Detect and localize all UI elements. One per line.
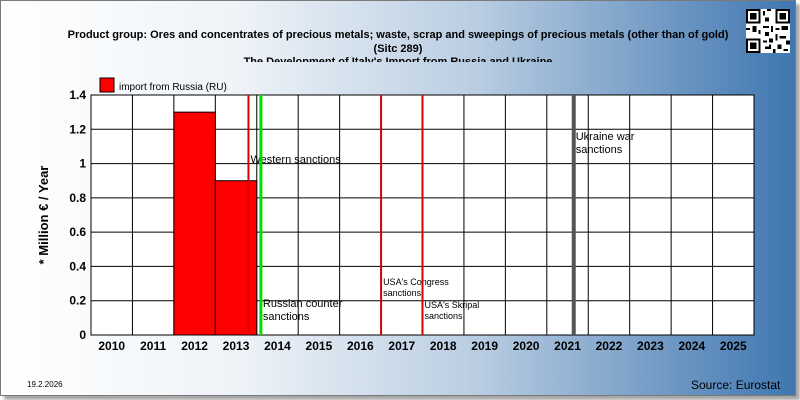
sanction-label-line: sanctions [425,311,464,321]
sanction-label: USA's Skripal sanctions [425,300,480,321]
y-axis-label: * Million € / Year [36,166,51,265]
x-tick-label: 2012 [181,339,208,353]
x-tick-label: 2015 [306,339,333,353]
source-label: Source: Eurostat [691,378,781,392]
sanction-label-line: USA's Skripal [425,300,480,310]
bars [173,111,258,336]
x-tick-label: 2019 [471,339,498,353]
x-axis-ticks: 2010 2011 2012 2013 2014 2015 2016 2017 2018 2019… [98,339,747,353]
x-tick-label: 2025 [720,339,747,353]
y-tick-label: 0.2 [69,294,86,308]
sanction-label-line: sanctions [576,144,623,156]
sanction-label-line: Western sanctions [250,154,341,166]
y-tick-label: 0 [79,328,86,342]
chart-subtitle: (Sitc 289) [373,43,423,55]
x-tick-label: 2022 [596,339,623,353]
y-axis-ticks: 0 0.2 0.4 0.6 0.8 1 1.2 1.4 [69,88,86,342]
y-tick-label: 0.4 [69,259,86,273]
bar-2013 [214,180,258,336]
sanction-label-line: Ukraine war [576,131,635,143]
x-tick-label: 2020 [513,339,540,353]
bar-2012 [173,111,216,336]
sanction-label: Ukraine war sanctions [576,131,635,156]
x-tick-label: 2014 [264,339,291,353]
date-stamp: 19.2.2026 [27,380,63,389]
chart-title: Product group: Ores and concentrates of … [67,29,729,41]
sanction-label: Western sanctions [250,154,341,166]
x-tick-label: 2016 [347,339,374,353]
x-tick-label: 2023 [637,339,664,353]
y-tick-label: 1 [79,157,86,171]
sanction-label-line: sanctions [383,288,422,298]
qr-code-icon [746,9,790,53]
chart-subtitle-clipped: The Development of Italy's Import from R… [243,56,553,62]
y-tick-label: 1.4 [69,88,86,102]
x-tick-label: 2024 [678,339,705,353]
legend: import from Russia (RU) [99,77,227,93]
y-tick-label: 0.6 [69,225,86,239]
x-tick-label: 2010 [98,339,125,353]
x-tick-label: 2017 [388,339,415,353]
sanction-label: USA's Congress sanctions [383,277,449,298]
x-tick-label: 2013 [223,339,250,353]
y-tick-label: 1.2 [69,122,86,136]
x-tick-label: 2018 [430,339,457,353]
sanction-label-line: USA's Congress [383,277,449,287]
legend-label: import from Russia (RU) [119,82,227,93]
y-tick-label: 0.8 [69,191,86,205]
legend-swatch [99,77,115,93]
sanction-label: Russian counter sanctions [263,298,343,323]
sanction-label-line: sanctions [263,311,310,323]
sanction-label-line: Russian counter [263,298,343,310]
x-tick-label: 2011 [140,339,166,353]
x-tick-label: 2021 [554,339,581,353]
